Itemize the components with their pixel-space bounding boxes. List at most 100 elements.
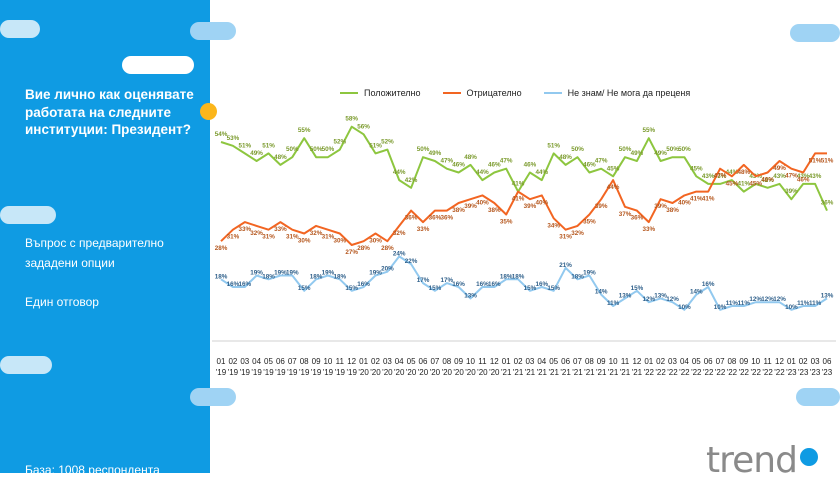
x-tick-label: 06 bbox=[561, 357, 570, 366]
option-note: Въпрос с предварително зададени опции bbox=[25, 236, 164, 270]
x-tick-year: '20 bbox=[430, 368, 441, 377]
legend-item-positive: Положително bbox=[340, 88, 421, 98]
legend-swatch bbox=[543, 92, 562, 94]
x-tick-label: 02 bbox=[228, 357, 237, 366]
x-tick-label: 03 bbox=[525, 357, 534, 366]
x-tick-year: '20 bbox=[453, 368, 464, 377]
x-tick-label: 03 bbox=[668, 357, 677, 366]
data-label: 21% bbox=[559, 262, 572, 269]
data-label: 45% bbox=[690, 165, 703, 172]
data-label: 19% bbox=[274, 270, 287, 277]
x-tick-label: 10 bbox=[323, 357, 332, 366]
x-tick-label: 02 bbox=[514, 357, 523, 366]
data-label: 32% bbox=[310, 230, 323, 237]
data-label: 31% bbox=[262, 234, 275, 241]
data-label: 14% bbox=[595, 289, 608, 296]
x-tick-label: 07 bbox=[430, 357, 439, 366]
x-tick-label: 09 bbox=[454, 357, 463, 366]
x-tick-label: 12 bbox=[347, 357, 356, 366]
data-label: 11% bbox=[809, 300, 822, 307]
x-tick-label: 01 bbox=[787, 357, 796, 366]
x-tick-year: '21 bbox=[548, 368, 559, 377]
x-tick-year: '22 bbox=[715, 368, 726, 377]
x-tick-year: '22 bbox=[691, 368, 702, 377]
data-label: 50% bbox=[417, 146, 430, 153]
accent-dot bbox=[200, 103, 217, 120]
line-chart: 54%53%51%49%51%48%50%55%50% 50%52%58%56%5… bbox=[212, 116, 836, 377]
data-label: 12% bbox=[749, 296, 762, 303]
x-tick-year: '21 bbox=[501, 368, 512, 377]
data-label: 43% bbox=[702, 173, 715, 180]
data-label: 38% bbox=[452, 207, 465, 214]
x-tick-label: 11 bbox=[336, 357, 345, 366]
data-label: 12% bbox=[761, 296, 774, 303]
x-tick-label: 08 bbox=[442, 357, 451, 366]
x-tick-label: 11 bbox=[621, 357, 630, 366]
answer-note: Един отговор bbox=[25, 295, 99, 309]
x-tick-label: 02 bbox=[371, 357, 380, 366]
logo-dot bbox=[800, 448, 818, 466]
data-label: 17% bbox=[440, 277, 453, 284]
data-label: 16% bbox=[452, 281, 465, 288]
data-label: 10% bbox=[678, 304, 691, 311]
x-tick-label: 02 bbox=[656, 357, 665, 366]
data-label: 51% bbox=[547, 142, 560, 149]
data-label: 40% bbox=[678, 199, 691, 206]
data-label: 44% bbox=[393, 169, 406, 176]
data-label: 19% bbox=[250, 270, 263, 277]
data-label: 43% bbox=[809, 173, 822, 180]
data-label: 22% bbox=[405, 258, 418, 265]
x-tick-year: '19 bbox=[228, 368, 239, 377]
data-label: 16% bbox=[702, 281, 715, 288]
data-label: 16% bbox=[488, 281, 501, 288]
data-label: 40% bbox=[535, 199, 548, 206]
x-tick-year: '19 bbox=[346, 368, 357, 377]
data-label: 24% bbox=[393, 250, 406, 257]
data-label: 19% bbox=[322, 270, 335, 277]
series-line-2 bbox=[220, 255, 828, 311]
x-tick-year: '19 bbox=[287, 368, 298, 377]
data-label: 18% bbox=[262, 273, 275, 280]
data-label: 48% bbox=[559, 154, 572, 161]
x-tick-year: '21 bbox=[620, 368, 631, 377]
x-tick-label: 06 bbox=[823, 357, 832, 366]
x-tick-label: 06 bbox=[704, 357, 713, 366]
x-tick-year: '21 bbox=[608, 368, 619, 377]
x-tick-label: 03 bbox=[383, 357, 392, 366]
data-label: 34% bbox=[547, 222, 560, 229]
data-label: 16% bbox=[357, 281, 370, 288]
x-tick-year: '20 bbox=[477, 368, 488, 377]
data-label: 36% bbox=[440, 215, 453, 222]
data-label: 52% bbox=[333, 139, 346, 146]
data-label: 49% bbox=[654, 150, 667, 157]
data-label: 44% bbox=[607, 184, 620, 191]
x-tick-year: '22 bbox=[679, 368, 690, 377]
x-tick-year: '23 bbox=[798, 368, 809, 377]
data-label: 51% bbox=[369, 142, 382, 149]
data-label: 47% bbox=[785, 173, 798, 180]
x-tick-year: '22 bbox=[762, 368, 773, 377]
series-line-0 bbox=[220, 125, 828, 212]
trend-logo: trend bbox=[706, 440, 798, 481]
data-label: 44% bbox=[476, 169, 489, 176]
data-label: 20% bbox=[381, 266, 394, 273]
data-label: 41% bbox=[737, 181, 750, 188]
data-label: 41% bbox=[690, 196, 703, 203]
x-tick-label: 10 bbox=[609, 357, 618, 366]
x-tick-label: 01 bbox=[644, 357, 653, 366]
data-label: 19% bbox=[369, 270, 382, 277]
x-tick-label: 05 bbox=[692, 357, 701, 366]
data-label: 31% bbox=[286, 234, 299, 241]
data-label: 32% bbox=[393, 230, 406, 237]
data-label: 31% bbox=[322, 234, 335, 241]
data-label: 15% bbox=[631, 285, 644, 292]
data-label: 52% bbox=[381, 139, 394, 146]
data-label: 42% bbox=[405, 177, 418, 184]
data-label: 28% bbox=[357, 245, 370, 252]
data-label: 50% bbox=[286, 146, 299, 153]
x-tick-year: '21 bbox=[584, 368, 595, 377]
x-tick-year: '22 bbox=[774, 368, 785, 377]
data-label: 58% bbox=[345, 116, 358, 123]
data-label: 44% bbox=[726, 169, 739, 176]
x-tick-label: 06 bbox=[276, 357, 285, 366]
